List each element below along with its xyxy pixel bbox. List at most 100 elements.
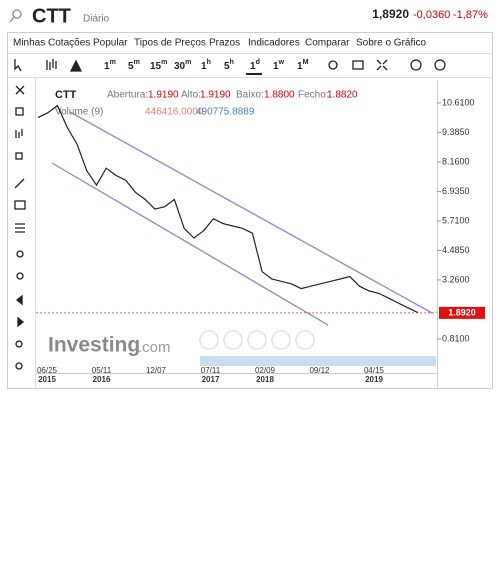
- camera-icon[interactable]: [352, 60, 364, 70]
- nav-buttons: [199, 330, 315, 350]
- timeframe-unit: m: [185, 59, 191, 66]
- timeframe-unit: d: [256, 59, 260, 66]
- timeframe[interactable]: 1h: [201, 59, 211, 72]
- x-tick-label: 09/12: [309, 366, 330, 375]
- volume-value: 446416.0000: [145, 107, 204, 118]
- fib-tool[interactable]: [15, 223, 25, 233]
- search-icon-handle: [9, 16, 15, 23]
- legend-value: 1.9190: [148, 90, 179, 101]
- change-pct: -1,87%: [453, 9, 488, 21]
- y-tick-label: 6.9350: [442, 186, 470, 196]
- legend-value: 1.8820: [327, 90, 358, 101]
- toolbar-icons: [14, 59, 446, 72]
- legend-symbol: CTT: [55, 89, 77, 101]
- y-tick-label: 0.8100: [442, 333, 470, 343]
- tool[interactable]: [15, 107, 24, 116]
- tool[interactable]: [16, 272, 24, 280]
- price: 1,8920: [372, 7, 409, 21]
- y-tick-label: 9.3850: [442, 127, 470, 137]
- nav-button[interactable]: [295, 330, 315, 350]
- symbol: CTT: [32, 5, 71, 27]
- legend-label: Abertura:: [107, 90, 148, 101]
- side-tools: [14, 85, 26, 370]
- legend-label: Baixo:: [236, 90, 264, 101]
- timeframe-number: 5: [128, 61, 134, 72]
- timeframe-unit: m: [161, 59, 167, 66]
- x-tick-year: 2015: [38, 375, 56, 384]
- timeframe-number: 1: [250, 61, 256, 72]
- tool[interactable]: [15, 129, 23, 138]
- timeframe-unit: m: [134, 59, 140, 66]
- line-tool[interactable]: [14, 178, 25, 189]
- menu-item[interactable]: Prazos: [209, 38, 240, 49]
- timeframes: 1m 5m 15m 30m 1h 5h 1d 1w 1M: [104, 59, 309, 72]
- x-tick-label: 05/11: [92, 366, 112, 375]
- x-tick-label: 12/07: [146, 366, 167, 375]
- x-tick-label: 06/25: [37, 366, 58, 375]
- volume-avg: 490775.8889: [196, 107, 255, 118]
- close-tool[interactable]: [15, 85, 25, 95]
- area-icon[interactable]: [69, 59, 83, 72]
- menu-item[interactable]: Tipos de Preços: [134, 38, 206, 49]
- legend-label: Fecho:: [298, 90, 329, 101]
- x-tick-label: 04/15: [364, 366, 385, 375]
- change: -0,0360: [413, 9, 450, 21]
- menu-item[interactable]: Indicadores: [248, 38, 300, 49]
- menu-item[interactable]: Comparar: [305, 38, 350, 49]
- fullscreen-icon[interactable]: [376, 59, 388, 71]
- download-icon[interactable]: [410, 59, 422, 71]
- timeframe[interactable]: 1w: [273, 59, 285, 72]
- menu-item[interactable]: Minhas Cotações: [13, 38, 90, 49]
- timeframe[interactable]: 1d: [250, 59, 260, 72]
- timeframe[interactable]: 30m: [174, 59, 191, 72]
- timeframe-unit: h: [207, 59, 211, 66]
- timeframe[interactable]: 1m: [104, 59, 116, 72]
- y-tick-label: 10.6100: [442, 97, 475, 107]
- x-tick-year: 2019: [365, 375, 383, 384]
- timeframe[interactable]: 1M: [297, 59, 309, 72]
- x-tick-year: 2016: [93, 375, 111, 384]
- timeframe-number: 5: [224, 61, 230, 72]
- nav-button[interactable]: [271, 330, 291, 350]
- timeframe[interactable]: 15m: [150, 59, 167, 72]
- watermark-brand: Investing: [48, 334, 140, 357]
- search-icon[interactable]: [12, 9, 22, 19]
- x-tick-year: 2017: [202, 375, 220, 384]
- tool[interactable]: [17, 316, 25, 328]
- timeframe-unit: m: [110, 59, 116, 66]
- rect-tool[interactable]: [14, 200, 26, 210]
- price-line: [37, 104, 419, 314]
- widget-frame: [7, 32, 493, 389]
- last-price-label: 1.8920: [448, 307, 476, 317]
- watermark-domain: .com: [138, 339, 171, 356]
- legend-value: 1.9190: [200, 90, 231, 101]
- nav-button[interactable]: [199, 330, 219, 350]
- timeframe-unit: w: [278, 59, 285, 66]
- zoom-tool[interactable]: [15, 340, 23, 348]
- timeframe-unit: M: [303, 59, 309, 66]
- timeframe[interactable]: 5m: [128, 59, 140, 72]
- timeframe-number: 1: [297, 61, 303, 72]
- menu-item[interactable]: Sobre o Gráfico: [356, 38, 426, 49]
- tool[interactable]: [15, 294, 23, 306]
- bars-icon[interactable]: [46, 59, 57, 70]
- timeframe[interactable]: 5h: [224, 59, 234, 72]
- timeframe-number: 1: [201, 61, 207, 72]
- last-price-box: [439, 306, 485, 319]
- x-tick-year: 2018: [256, 375, 274, 384]
- magnet-tool[interactable]: [15, 362, 23, 370]
- upload-icon[interactable]: [434, 59, 446, 71]
- timeframe-number: 1: [104, 61, 110, 72]
- channel-upper: [69, 111, 433, 314]
- y-tick-label: 8.1600: [442, 156, 470, 166]
- cursor-icon[interactable]: [14, 59, 22, 72]
- nav-button[interactable]: [247, 330, 267, 350]
- settings-icon[interactable]: [328, 60, 338, 70]
- tool[interactable]: [15, 152, 23, 160]
- tool[interactable]: [16, 250, 24, 258]
- menu-item[interactable]: Popular: [93, 38, 128, 49]
- nav-button[interactable]: [223, 330, 243, 350]
- y-tick-label: 3.2600: [442, 274, 470, 284]
